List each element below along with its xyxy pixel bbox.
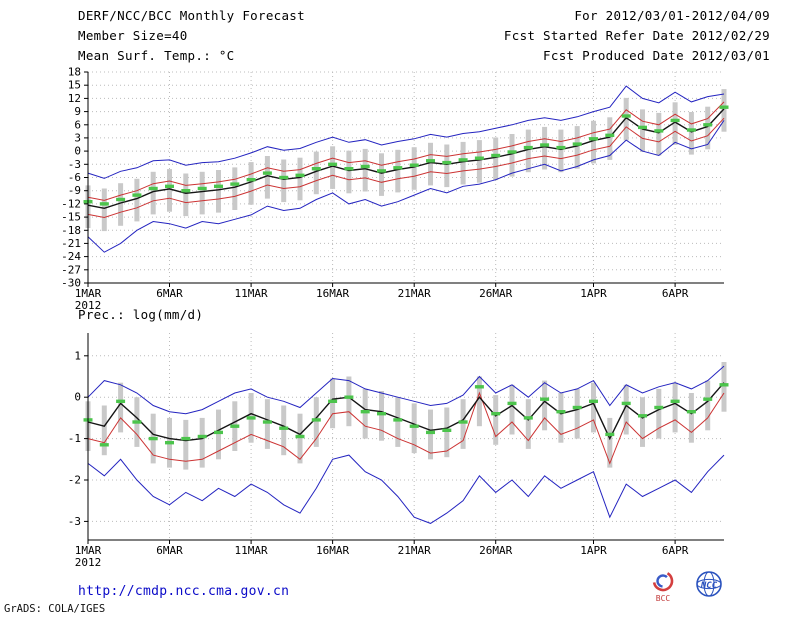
x-tick-label: 11MAR <box>235 544 268 557</box>
x-tick-label: 21MAR <box>398 287 431 300</box>
axes: 1 0 -1 -2 -3 1MAR 6MAR 11MAR 16MAR 21MAR 26MAR 1APR… <box>68 333 724 569</box>
x-tick-label: 26MAR <box>479 544 512 557</box>
x-tick-label: 1MAR <box>75 544 102 557</box>
x-tick-label: 16MAR <box>316 544 349 557</box>
series-climatology <box>83 383 729 447</box>
y-tick-label: -30 <box>61 277 81 290</box>
x-axis-year-label: 2012 <box>75 299 102 312</box>
axes: 1815129630-3-6-9-12-15-18-21-24-27-301MA… <box>61 66 724 312</box>
precip-chart-svg: 1 0 -1 -2 -3 1MAR 6MAR 11MAR 16MAR 21MAR 26MAR 1APR… <box>68 333 729 569</box>
x-tick-label: 11MAR <box>235 287 268 300</box>
bcc-logo-icon: BCC <box>652 570 674 603</box>
y-tick-label: -18 <box>61 224 81 237</box>
x-tick-label: 1APR <box>580 287 607 300</box>
y-tick-label: 6 <box>74 118 81 131</box>
series-climatology <box>83 105 729 206</box>
forecast-title: DERF/NCC/BCC Monthly Forecast <box>78 8 305 23</box>
y-tick-label: -15 <box>61 211 81 224</box>
fcst-produced-date-label: Fcst Produced Date 2012/03/01 <box>543 48 770 63</box>
x-tick-label: 6MAR <box>156 287 183 300</box>
precip-variable-label: Prec.: log(mm/d) <box>78 307 204 322</box>
x-tick-label: 26MAR <box>479 287 512 300</box>
x-tick-label: 21MAR <box>398 544 431 557</box>
series-ensemble-mean <box>87 382 725 442</box>
y-tick-label: -1 <box>68 432 81 445</box>
y-tick-label: -9 <box>68 184 81 197</box>
y-tick-label: 1 <box>74 349 81 362</box>
y-tick-label: -12 <box>61 197 81 210</box>
ncc-logo-icon: NCC <box>696 571 722 597</box>
bcc-logo-label: BCC <box>656 594 671 603</box>
y-tick-label: 0 <box>74 145 81 158</box>
y-tick-label: -21 <box>61 237 81 250</box>
series-lower-quartile <box>87 391 725 465</box>
ncc-logo-label: NCC <box>700 581 718 591</box>
y-tick-label: 0 <box>74 391 81 404</box>
series-ensemble-min <box>87 120 725 253</box>
x-tick-label: 6APR <box>662 544 689 557</box>
y-tick-label: -6 <box>68 171 81 184</box>
temp-variable-label: Mean Surf. Temp.: °C <box>78 48 235 63</box>
x-axis-year-label: 2012 <box>75 556 102 569</box>
ensemble-spread-bars <box>85 89 727 232</box>
y-tick-label: -24 <box>61 250 81 263</box>
series-ensemble-min <box>87 454 725 524</box>
x-tick-label: 1MAR <box>75 287 102 300</box>
x-tick-label: 16MAR <box>316 287 349 300</box>
y-tick-label: -2 <box>68 474 81 487</box>
series-ensemble-max <box>87 85 725 179</box>
x-tick-label: 6APR <box>662 287 689 300</box>
temp-chart-svg: 1815129630-3-6-9-12-15-18-21-24-27-301MA… <box>61 66 729 312</box>
x-tick-label: 1APR <box>580 544 607 557</box>
series-upper-quartile <box>87 101 725 201</box>
ensemble-spread-bars <box>85 362 727 470</box>
member-size-label: Member Size=40 <box>78 28 188 43</box>
footer-url: http://cmdp.ncc.cma.gov.cn <box>78 584 290 599</box>
y-tick-label: 9 <box>74 105 81 118</box>
y-tick-label: -27 <box>61 263 81 276</box>
y-tick-label: 15 <box>68 79 81 92</box>
y-tick-label: -3 <box>68 515 81 528</box>
series-lower-quartile <box>87 117 725 219</box>
y-tick-label: -3 <box>68 158 81 171</box>
fcst-refer-date-label: Fcst Started Refer Date 2012/02/29 <box>503 28 770 43</box>
forecast-range-label: For 2012/03/01-2012/04/09 <box>574 8 770 23</box>
grads-credit-label: GrADS: COLA/IGES <box>4 603 106 615</box>
series-ensemble-max <box>87 365 725 415</box>
x-tick-label: 6MAR <box>156 544 183 557</box>
series-ensemble-mean <box>87 108 725 210</box>
y-tick-label: 18 <box>68 66 81 79</box>
y-tick-label: 12 <box>68 92 81 105</box>
y-tick-label: 3 <box>74 131 81 144</box>
